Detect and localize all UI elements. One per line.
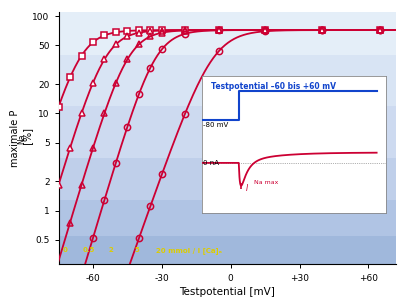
Text: 2: 2 <box>109 247 114 253</box>
Bar <box>59 236 396 264</box>
Text: 0 nA: 0 nA <box>203 160 219 166</box>
Bar <box>59 200 396 236</box>
Text: I: I <box>246 184 248 193</box>
Text: maximale P: maximale P <box>10 110 20 167</box>
Bar <box>59 158 396 200</box>
Text: Na max: Na max <box>254 180 278 185</box>
Text: 5: 5 <box>134 247 139 253</box>
Text: 0: 0 <box>63 247 68 253</box>
Bar <box>59 55 396 106</box>
Text: Na: Na <box>17 133 27 143</box>
Text: 20 mmol / l [Ca]ₐ: 20 mmol / l [Ca]ₐ <box>156 247 222 254</box>
Bar <box>59 106 396 158</box>
Text: 0.5: 0.5 <box>82 247 95 253</box>
Text: [%]: [%] <box>23 128 33 148</box>
Bar <box>59 12 396 55</box>
Text: Testpotential –60 bis +60 mV: Testpotential –60 bis +60 mV <box>211 81 336 91</box>
Text: -80 mV: -80 mV <box>203 122 228 128</box>
X-axis label: Testpotential [mV]: Testpotential [mV] <box>179 287 275 297</box>
